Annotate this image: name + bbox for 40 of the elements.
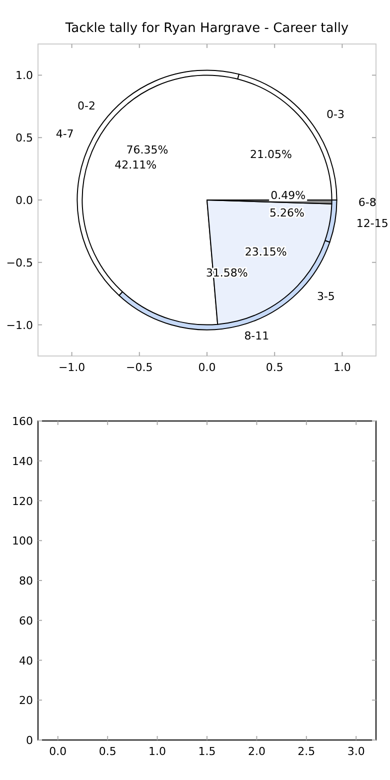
y-tick-label: 20 [19, 694, 33, 708]
x-tick-label: 0.0 [49, 745, 67, 758]
y-tick-label: 140 [12, 454, 33, 468]
y-tick-label: −1.0 [6, 318, 33, 332]
x-tick-label: 0.5 [98, 745, 116, 758]
x-tick-label: 3.0 [347, 745, 365, 758]
x-tick-label: 2.5 [298, 745, 316, 758]
x-tick-label: 0.0 [198, 361, 216, 374]
x-tick-label: 2.0 [248, 745, 266, 758]
data-label: 76.35% [126, 143, 168, 156]
y-tick-label: 120 [12, 494, 33, 508]
x-tick-label: 1.0 [333, 361, 351, 374]
slice-label: 4-7 [56, 127, 74, 140]
y-tick-label: 80 [19, 574, 33, 588]
x-tick-label: 0.5 [266, 361, 284, 374]
slice-label: 0-3 [326, 108, 344, 122]
data-label: 5.26% [270, 206, 304, 220]
y-tick-label: 0.0 [16, 194, 33, 207]
x-tick-label: 1.0 [148, 745, 166, 758]
y-tick-label: 0.5 [16, 132, 33, 145]
data-label: 42.11% [114, 158, 157, 172]
y-tick-label: 100 [12, 534, 33, 548]
slice-label: 8-11 [244, 329, 270, 342]
data-label: 21.05% [250, 148, 292, 162]
x-tick-label: −0.5 [126, 361, 153, 374]
y-tick-label: 0 [26, 734, 33, 747]
y-tick-label: 60 [19, 614, 33, 628]
y-tick-label: −0.5 [6, 256, 33, 270]
chart-title: Tackle tally for Ryan Hargrave - Career tally [64, 21, 349, 36]
slice-label: 6-8 [358, 196, 376, 210]
x-tick-label: 1.5 [198, 745, 216, 758]
slice-label: 0-2 [77, 99, 96, 112]
y-tick-label: 160 [12, 415, 33, 428]
y-tick-label: 1.0 [16, 69, 33, 82]
slice-label: 3-5 [316, 290, 335, 304]
data-label: 23.15% [244, 245, 287, 258]
x-tick-label: −1.0 [58, 361, 86, 374]
slice-label: 12-15 [356, 216, 388, 230]
y-tick-label: 40 [19, 654, 33, 668]
data-label: 0.49% [270, 189, 306, 202]
